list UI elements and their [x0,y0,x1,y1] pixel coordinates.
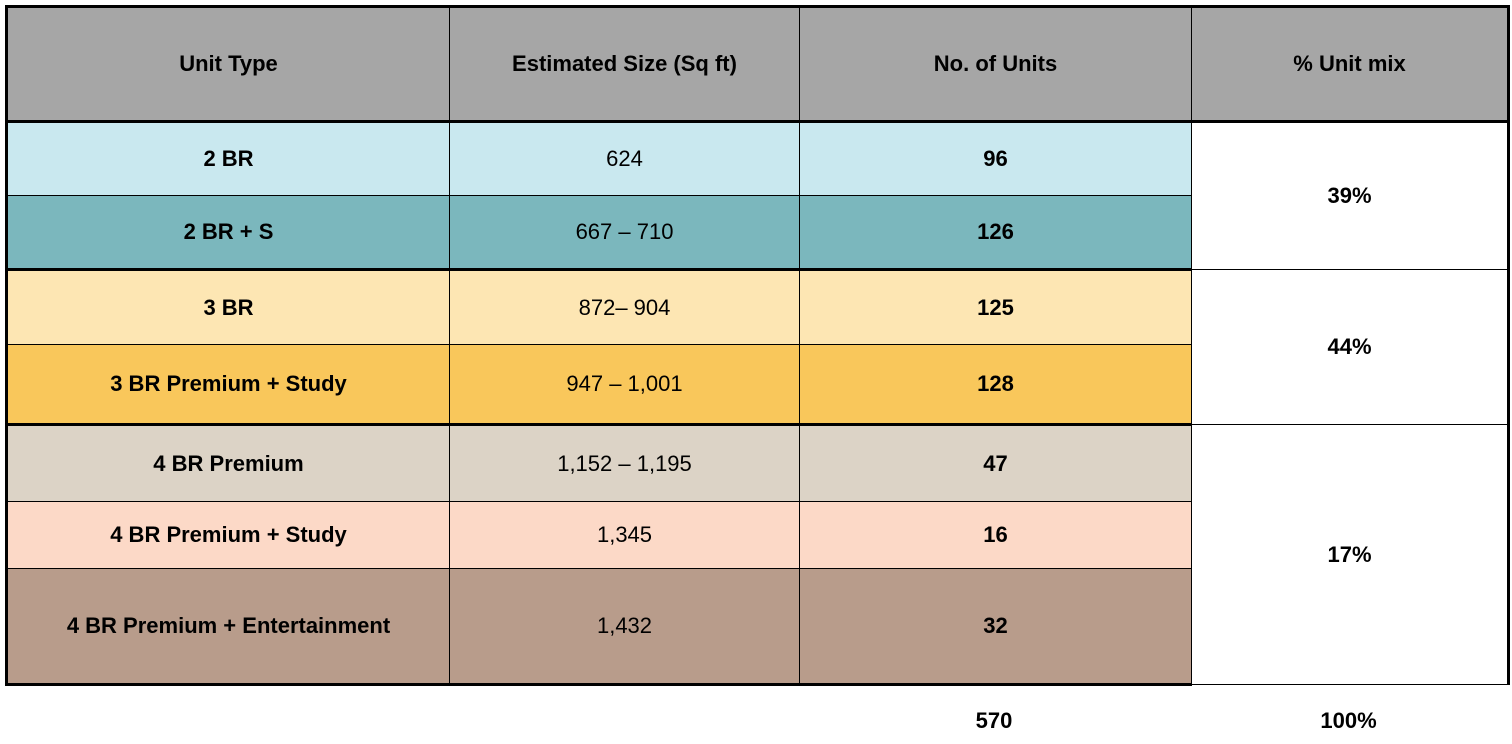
unit-type-cell: 2 BR [5,121,450,196]
mix-cell: 44% [1191,269,1510,425]
table-row: 2 BR + S 667 – 710 126 [5,195,1509,271]
size-cell: 1,345 [449,501,800,569]
table-row: 2 BR 624 96 39% [5,121,1510,270]
size-cell: 624 [449,121,800,196]
header-row: Unit Type Estimated Size (Sq ft) No. of … [5,5,1510,123]
mix-cell: 39% [1191,121,1510,270]
units-cell: 32 [799,568,1192,686]
table-row: 3 BR 872– 904 125 44% [5,269,1510,425]
unit-mix-table: Unit Type Estimated Size (Sq ft) No. of … [5,5,1510,686]
table-row: 4 BR Premium + Entertainment 1,432 32 [5,568,1509,686]
unit-type-cell: 4 BR Premium + Entertainment [5,568,450,686]
totals-row: 570 100% [5,708,1507,738]
unit-type-cell: 3 BR Premium + Study [5,344,450,426]
size-cell: 667 – 710 [449,195,800,271]
units-cell: 16 [799,501,1192,569]
size-cell: 872– 904 [449,269,800,345]
table-row: 3 BR Premium + Study 947 – 1,001 128 [5,344,1509,426]
units-cell: 126 [799,195,1192,271]
units-cell: 125 [799,269,1192,345]
table-row: 4 BR Premium 1,152 – 1,195 47 17% [5,424,1510,685]
unit-type-cell: 4 BR Premium + Study [5,501,450,569]
total-units: 570 [975,708,1013,733]
unit-type-cell: 3 BR [5,269,450,345]
mix-cell: 17% [1191,424,1510,685]
unit-type-cell: 4 BR Premium [5,424,450,502]
header-estimated-size: Estimated Size (Sq ft) [449,5,800,123]
units-cell: 47 [799,424,1192,502]
table-row: 4 BR Premium + Study 1,345 16 [5,501,1509,569]
header-unit-type: Unit Type [5,5,450,123]
header-unit-mix: % Unit mix [1191,5,1510,123]
units-cell: 96 [799,121,1192,196]
unit-type-cell: 2 BR + S [5,195,450,271]
units-cell: 128 [799,344,1192,426]
total-mix: 100% [1320,708,1377,733]
size-cell: 1,432 [449,568,800,686]
size-cell: 947 – 1,001 [449,344,800,426]
header-no-of-units: No. of Units [799,5,1192,123]
size-cell: 1,152 – 1,195 [449,424,800,502]
